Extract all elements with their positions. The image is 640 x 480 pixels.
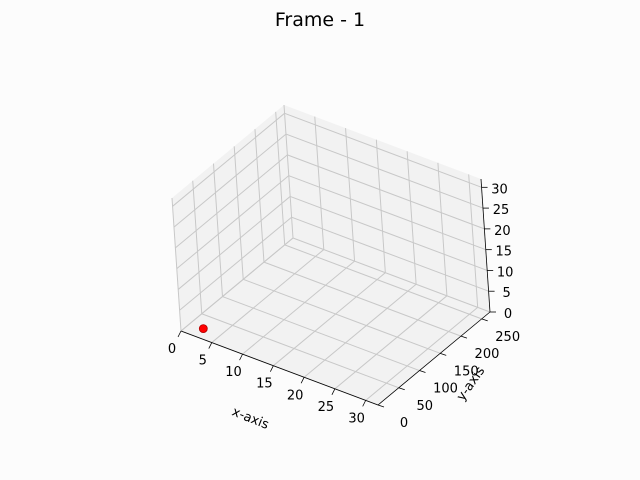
- grid-line-x-floor: [273, 272, 386, 367]
- x-tick-mark: [362, 400, 367, 407]
- x-axis-label: x-axis: [230, 405, 271, 433]
- grid-line-x-back: [314, 116, 325, 250]
- z-tick-label: 15: [496, 245, 513, 260]
- grid-line-y-floor: [201, 313, 399, 389]
- grid-line-x-floor: [365, 306, 479, 401]
- grid-line-y-floor: [263, 261, 462, 337]
- x-tick-label: 10: [225, 365, 242, 380]
- grid-line-y-side: [192, 180, 203, 314]
- y-tick-label: 250: [495, 330, 520, 345]
- grid-line-z-back: [285, 133, 484, 209]
- grid-line-x-floor: [211, 249, 325, 343]
- grid-line-z-back: [292, 237, 491, 313]
- grid-line-x-back: [468, 174, 479, 308]
- y-axis-line: [377, 311, 491, 406]
- x-tick-mark: [300, 377, 305, 384]
- grid-line-x-back: [375, 139, 386, 273]
- grid-line-z-side: [180, 237, 294, 332]
- x-tick-mark: [208, 342, 213, 349]
- grid-line-y-side: [212, 163, 223, 297]
- y-tick-label: 50: [416, 399, 433, 414]
- grid-line-z-side: [173, 133, 287, 228]
- grid-line-z-side: [176, 175, 290, 270]
- grid-line-z-side: [175, 154, 288, 249]
- data-points: [198, 324, 208, 334]
- x-axis-line: [180, 330, 379, 406]
- grid-line-x-floor: [334, 295, 448, 390]
- grid-line-z-side: [172, 112, 285, 207]
- y-tick-label: 0: [400, 416, 408, 431]
- z-tick-label: 25: [493, 203, 510, 218]
- x-tick-label: 0: [168, 342, 176, 357]
- grid-line-x-back: [437, 162, 448, 296]
- grid-line-y-floor: [284, 244, 482, 320]
- x-tick-label: 30: [348, 411, 365, 426]
- y-tick-label: 150: [454, 364, 479, 379]
- x-tick-mark: [269, 365, 274, 372]
- back-pane: [284, 105, 490, 312]
- y-tick-mark: [419, 370, 426, 373]
- grid-line-x-floor: [242, 260, 355, 355]
- grid-line-y-floor: [243, 278, 441, 354]
- y-tick-mark: [440, 352, 447, 356]
- grid-line-x-back: [283, 104, 294, 239]
- z-tick-label: 0: [504, 307, 512, 322]
- z-tick-label: 10: [497, 265, 514, 280]
- z-tick-label: 20: [494, 224, 511, 239]
- x-tick-mark: [331, 388, 336, 395]
- grid-line-y-floor: [222, 296, 420, 372]
- y-tick-mark: [481, 318, 488, 322]
- y-tick-label: 100: [433, 382, 458, 397]
- grid-line-y-side: [233, 146, 244, 280]
- data-point: [198, 324, 208, 334]
- floor-pane: [181, 238, 490, 405]
- grid-line-z-back: [291, 216, 489, 292]
- y-tick-mark: [460, 335, 468, 339]
- grid-line-y-side: [254, 129, 265, 263]
- grid-line-x-floor: [303, 283, 417, 378]
- y-tick-mark: [377, 404, 385, 408]
- grid-line-z-back: [288, 175, 486, 251]
- y-tick-mark: [398, 387, 405, 391]
- y-tick-label: 200: [475, 347, 500, 362]
- z-tick-label: 30: [491, 182, 508, 197]
- x-tick-label: 15: [256, 377, 273, 392]
- grid-line-z-back: [284, 112, 482, 188]
- x-tick-mark: [239, 353, 243, 361]
- side-pane: [172, 105, 293, 331]
- x-tick-label: 25: [318, 400, 335, 415]
- chart-title: Frame - 1: [275, 9, 365, 31]
- axis-panes: [172, 105, 490, 405]
- grid-line-z-back: [287, 154, 485, 230]
- grid-line-z-side: [177, 196, 291, 290]
- x-tick-label: 20: [287, 388, 304, 403]
- grid-line-z-side: [179, 216, 292, 311]
- x-tick-mark: [177, 330, 182, 338]
- z-axis-line: [480, 178, 491, 313]
- grid-line-y-side: [171, 197, 182, 332]
- grid-line-x-back: [345, 128, 356, 262]
- x-tick-label: 5: [199, 354, 207, 369]
- axis-lines: [177, 178, 496, 408]
- z-tick-label: 5: [502, 286, 510, 301]
- grid-line-z-back: [290, 195, 488, 271]
- grid-line-y-side: [275, 111, 286, 245]
- grid-line-x-back: [406, 151, 417, 285]
